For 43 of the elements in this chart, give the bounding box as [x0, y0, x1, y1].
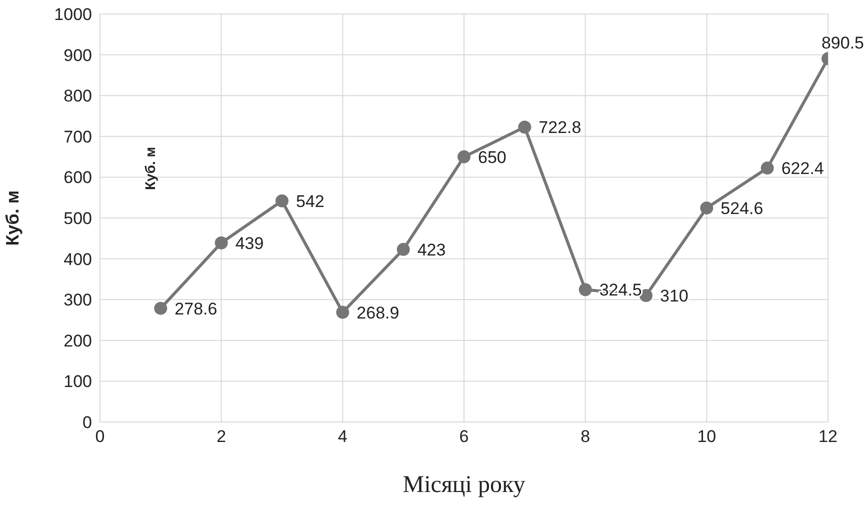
y-tick-label: 0 — [82, 413, 92, 432]
x-tick-label: 4 — [338, 427, 348, 446]
y-tick-label: 900 — [64, 46, 92, 65]
x-tick-label: 10 — [697, 427, 716, 446]
y-tick-label: 700 — [64, 127, 92, 146]
point — [276, 194, 288, 208]
data-label: 524.6 — [720, 198, 764, 218]
data-label: 542 — [296, 192, 324, 211]
annotation: Куб. м — [142, 146, 158, 190]
y-tick-label: 200 — [64, 331, 92, 350]
y-tick-label: 100 — [64, 372, 92, 392]
data-label: 890.5 — [821, 34, 864, 53]
y-tick-label: 500 — [64, 209, 92, 228]
data-label: 310 — [660, 286, 688, 306]
point — [760, 162, 774, 175]
y-tick-label: 400 — [64, 250, 92, 269]
y-tick-label: 800 — [64, 86, 92, 106]
y-tick-label: 1000 — [54, 5, 92, 24]
x-tick-label: 2 — [216, 427, 226, 446]
data-label: 650 — [478, 148, 506, 167]
point — [214, 236, 228, 250]
y-tick-label: 600 — [64, 168, 92, 188]
x-tick-label: 12 — [818, 427, 838, 446]
data-label: 622.4 — [781, 159, 824, 178]
point — [518, 120, 532, 134]
data-label: 439 — [235, 234, 264, 253]
x-tick-label: 6 — [459, 427, 469, 446]
y-axis-title: Куб. м — [2, 190, 22, 246]
data-label: 423 — [417, 240, 446, 260]
data-label: 268.9 — [356, 303, 400, 322]
data-label: 278.6 — [174, 299, 218, 318]
point — [154, 302, 168, 315]
x-axis-title: Місяці року — [402, 472, 526, 498]
point — [640, 289, 652, 302]
point — [396, 242, 410, 256]
data-label: 722.8 — [538, 118, 582, 138]
point — [336, 306, 350, 319]
point — [700, 201, 714, 214]
point — [458, 150, 470, 164]
x-tick-label: 0 — [95, 427, 105, 446]
y-tick-label: 300 — [64, 290, 92, 310]
point — [578, 283, 592, 296]
x-tick-label: 8 — [580, 427, 590, 446]
